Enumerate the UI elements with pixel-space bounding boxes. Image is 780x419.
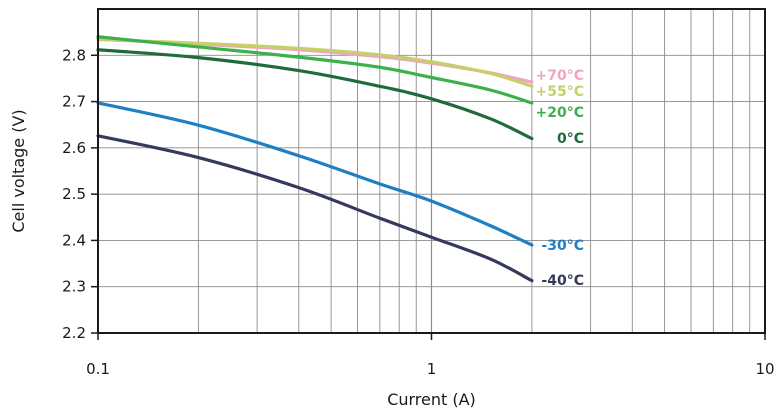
series-layer	[96, 35, 534, 283]
series-label: -30°C	[541, 238, 584, 254]
x-tick-label: 1	[427, 360, 437, 378]
y-tick-label: 2.7	[62, 93, 86, 111]
y-tick-label: 2.2	[62, 324, 86, 342]
y-tick-label: 2.6	[62, 139, 86, 157]
grid-layer	[98, 9, 765, 333]
y-tick-label: 2.8	[62, 46, 86, 64]
y-axis-title: Cell voltage (V)	[9, 109, 28, 232]
series-line	[96, 48, 534, 141]
series-line	[96, 134, 534, 283]
series-label: -40°C	[541, 273, 584, 289]
series-line	[96, 101, 534, 247]
x-axis-title: Current (A)	[387, 390, 476, 409]
y-tick-label: 2.4	[62, 231, 86, 249]
y-tick-label: 2.3	[62, 278, 86, 296]
series-label: +55°C	[536, 84, 585, 100]
series-line	[96, 37, 534, 88]
series-line	[96, 35, 534, 105]
y-tick-label: 2.5	[62, 185, 86, 203]
series-line	[96, 37, 534, 84]
x-tick-label: 10	[755, 360, 774, 378]
series-label: 0°C	[557, 131, 584, 147]
series-label: +70°C	[536, 68, 585, 84]
x-tick-label: 0.1	[86, 360, 110, 378]
tick-layer: 2.2 2.3 2.4 2.5 2.6 2.7 2.8 0.1 1 10	[62, 46, 774, 378]
series-label-layer: +70°C+55°C +20°C 0°C -30°C -40°C	[536, 68, 585, 289]
series-label: +20°C	[536, 105, 585, 121]
